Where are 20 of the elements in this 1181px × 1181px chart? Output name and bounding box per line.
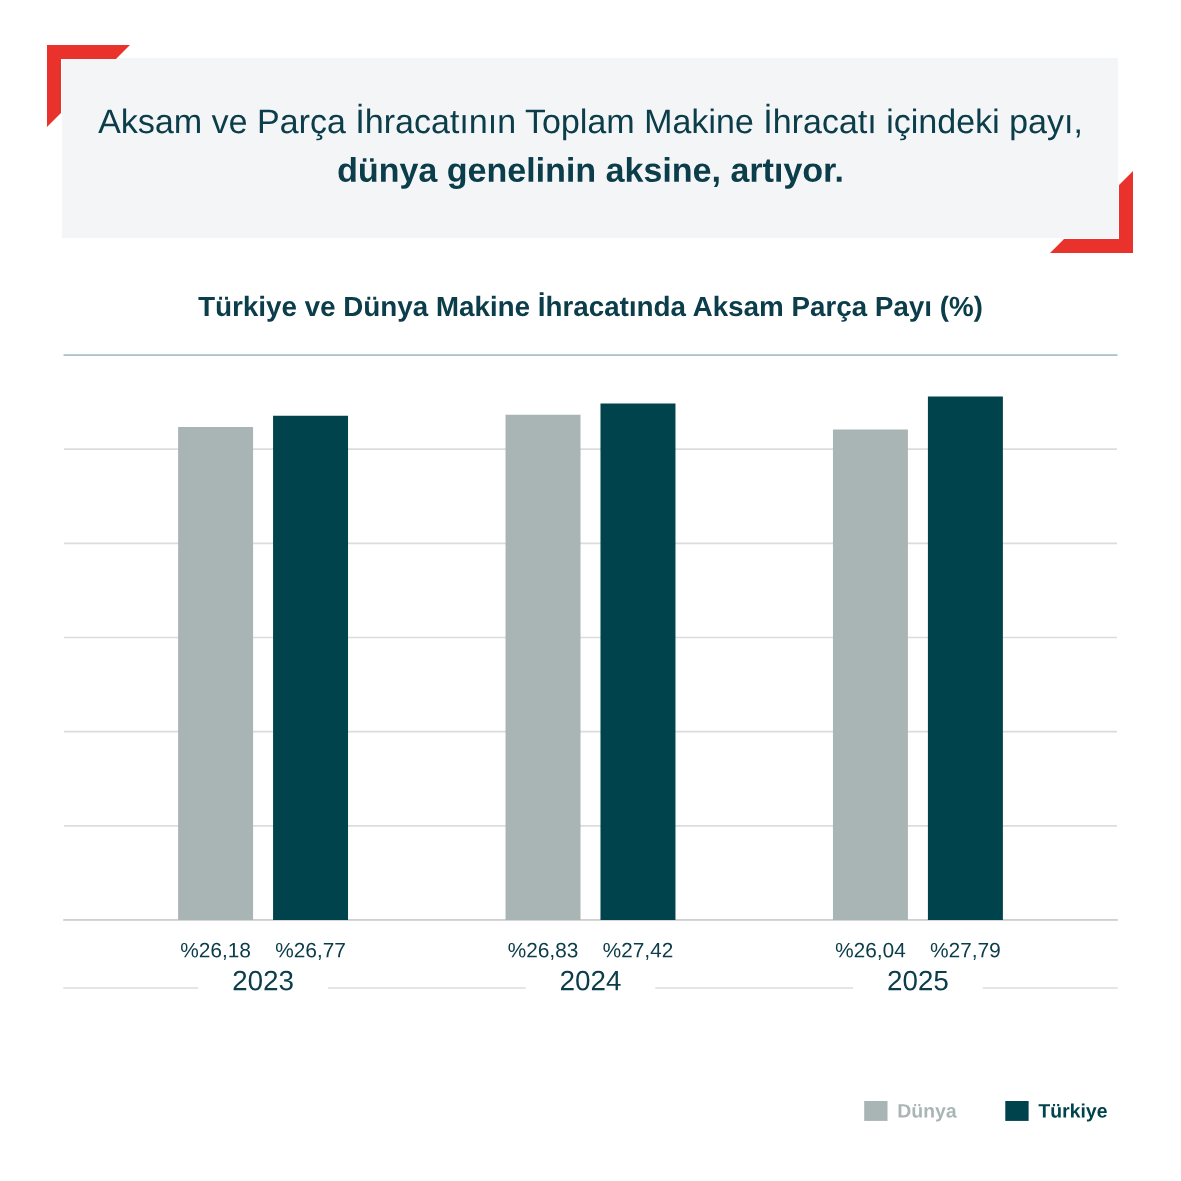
chart-subtitle: dünya genelinin aksine, artıyor. — [338, 157, 842, 189]
x-tick-label: 2023 — [233, 970, 293, 991]
legend-label: Dünya — [898, 1104, 957, 1122]
data-label: %26,18 — [181, 942, 251, 960]
bar — [600, 403, 676, 920]
bar — [178, 426, 254, 920]
data-label: %26,83 — [508, 942, 578, 960]
bar — [273, 415, 349, 920]
data-label: %27,79 — [930, 942, 1000, 960]
chart-title: Aksam ve Parça İhracatının Toplam Makine İhracatı içindeki payı, — [98, 103, 1080, 141]
bar — [927, 396, 1003, 920]
data-label: %26,77 — [275, 942, 345, 960]
text: Türkiye ve Dünya Makine İhracatında Aksam Parça Payı (%) — [198, 292, 982, 322]
data-label: %27,42 — [603, 942, 673, 960]
x-tick-label: 2025 — [888, 970, 948, 991]
bar — [832, 429, 908, 920]
bar — [505, 414, 581, 920]
x-tick-label: 2024 — [561, 970, 621, 991]
legend-label: Türkiye — [1038, 1103, 1107, 1122]
data-label: %26,04 — [835, 942, 906, 960]
